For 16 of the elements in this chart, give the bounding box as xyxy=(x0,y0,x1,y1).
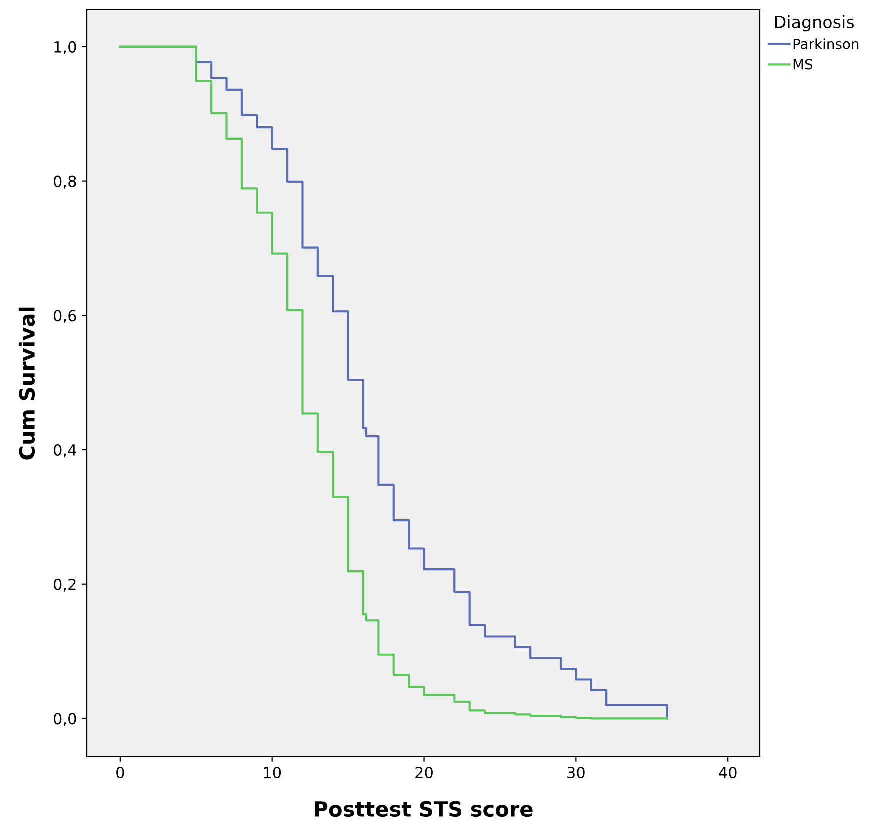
x-tick-label: 20 xyxy=(416,766,433,779)
y-tick-label: 0,2 xyxy=(54,578,76,592)
y-axis-title: Cum Survival xyxy=(18,308,36,460)
legend-title: Diagnosis xyxy=(775,16,854,32)
legend-label: MS xyxy=(794,59,813,70)
y-tick-label: 0,0 xyxy=(54,713,76,726)
y-tick-label: 0,8 xyxy=(54,176,76,189)
x-tick-label: 0 xyxy=(116,766,124,779)
x-tick-label: 10 xyxy=(264,766,282,779)
x-tick-label: 40 xyxy=(719,766,737,779)
y-tick-label: 1,0 xyxy=(54,41,76,55)
legend-label: Parkinson xyxy=(794,38,859,50)
x-axis-title: Posttest STS score xyxy=(315,801,533,818)
y-tick-label: 0,4 xyxy=(54,444,76,458)
y-tick-label: 0,6 xyxy=(54,310,76,324)
x-tick-label: 30 xyxy=(568,766,585,779)
